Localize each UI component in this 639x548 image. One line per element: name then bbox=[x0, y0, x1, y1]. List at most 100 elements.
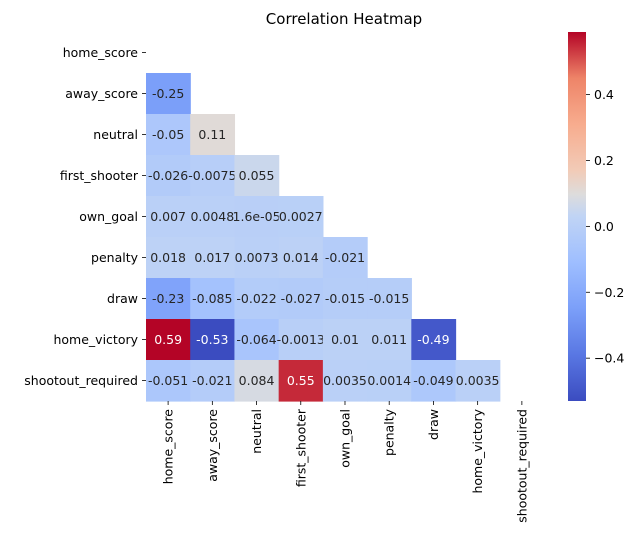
heatmap-cell-rect bbox=[367, 360, 412, 402]
heatmap-cell-rect bbox=[146, 155, 191, 197]
heatmap-cell-label: 0.0027 bbox=[279, 209, 323, 224]
x-tick-label: first_shooter bbox=[293, 408, 308, 487]
heatmap-cell-rect bbox=[278, 319, 324, 361]
heatmap-cell-rect bbox=[234, 155, 280, 197]
heatmap-cell-rect bbox=[190, 114, 236, 156]
heatmap-cell-rect bbox=[146, 73, 191, 115]
heatmap-cell: -0.022 bbox=[234, 278, 280, 320]
heatmap-cell-label: 0.0014 bbox=[367, 373, 411, 388]
heatmap-cell-rect bbox=[411, 360, 457, 402]
heatmap-cell-rect bbox=[234, 196, 280, 238]
heatmap-cell-rect bbox=[146, 114, 191, 156]
heatmap-cell-label: -0.027 bbox=[281, 291, 321, 306]
colorbar-tick-label: −0.4 bbox=[594, 351, 624, 366]
heatmap-cell-rect bbox=[190, 278, 236, 320]
x-axis-tick-labels: home_score away_score neutral first_shooter… bbox=[161, 401, 529, 523]
heatmap-cell-label: -0.49 bbox=[417, 332, 449, 347]
heatmap-cell-label: 0.014 bbox=[283, 250, 319, 265]
x-tick-label: draw bbox=[426, 409, 441, 440]
heatmap-cell-rect bbox=[190, 196, 236, 238]
heatmap-cell-label: -0.021 bbox=[192, 373, 232, 388]
heatmap-cell: 0.018 bbox=[146, 237, 191, 279]
heatmap-cell: -0.085 bbox=[190, 278, 236, 320]
colorbar bbox=[568, 32, 586, 401]
y-tick-label: home_score bbox=[63, 45, 139, 60]
heatmap-cell-rect bbox=[146, 360, 191, 402]
heatmap-cell-label: -0.085 bbox=[192, 291, 232, 306]
heatmap-cell: -0.53 bbox=[190, 319, 236, 361]
heatmap-cell: 0.0027 bbox=[278, 196, 324, 238]
heatmap-cell-label: 1.6e-05 bbox=[233, 209, 281, 224]
heatmap-cell-label: -0.021 bbox=[325, 250, 365, 265]
heatmap-cell-rect bbox=[322, 278, 368, 320]
colorbar-ticks: −0.4 −0.2 0.0 0.2 0.4 bbox=[586, 87, 624, 366]
x-tick-label: own_goal bbox=[337, 409, 352, 468]
heatmap-cell-rect bbox=[411, 319, 457, 361]
heatmap-cell-label: -0.049 bbox=[413, 373, 453, 388]
heatmap-cell: 0.0035 bbox=[322, 360, 368, 402]
heatmap-cell-rect bbox=[234, 360, 280, 402]
heatmap-cell-label: 0.011 bbox=[371, 332, 407, 347]
heatmap-cell: -0.015 bbox=[322, 278, 368, 320]
heatmap-cell-label: 0.084 bbox=[239, 373, 275, 388]
heatmap-cell: 0.11 bbox=[190, 114, 236, 156]
heatmap-cell: 0.0035 bbox=[455, 360, 501, 402]
heatmap-cell-rect bbox=[322, 360, 368, 402]
heatmap-cell: 0.017 bbox=[190, 237, 236, 279]
heatmap-cell-rect bbox=[322, 237, 368, 279]
x-tick-label: neutral bbox=[249, 409, 264, 454]
heatmap-cell-label: -0.23 bbox=[152, 291, 184, 306]
heatmap-cell-rect bbox=[322, 319, 368, 361]
heatmap-cell-rect bbox=[190, 360, 236, 402]
heatmap-cell: 0.014 bbox=[278, 237, 324, 279]
colorbar-tick-label: −0.2 bbox=[594, 285, 624, 300]
heatmap-cell-label: -0.064 bbox=[236, 332, 276, 347]
heatmap-cell-rect bbox=[234, 278, 280, 320]
heatmap-cell-label: -0.0013 bbox=[277, 332, 325, 347]
heatmap-cell-label: 0.11 bbox=[198, 127, 226, 142]
heatmap-cell-rect bbox=[190, 319, 236, 361]
heatmap-cell-rect bbox=[146, 278, 191, 320]
x-tick-label: home_score bbox=[161, 409, 176, 485]
heatmap-cell-rect bbox=[455, 360, 501, 402]
heatmap-cell-label: 0.017 bbox=[194, 250, 230, 265]
y-tick-label: shootout_required bbox=[24, 373, 138, 388]
heatmap-cell: 0.055 bbox=[234, 155, 280, 197]
heatmap-cell-label: -0.0075 bbox=[188, 168, 236, 183]
heatmap-cell-rect bbox=[278, 360, 324, 402]
heatmap-cell-rect bbox=[278, 196, 324, 238]
heatmap-cell-rect bbox=[190, 155, 236, 197]
heatmap-cell: -0.064 bbox=[234, 319, 280, 361]
heatmap-cell: 0.01 bbox=[322, 319, 368, 361]
heatmap-cell-rect bbox=[278, 278, 324, 320]
heatmap-cell-rect bbox=[234, 237, 280, 279]
heatmap-cell-label: -0.015 bbox=[325, 291, 365, 306]
heatmap-cell: 0.0048 bbox=[190, 196, 236, 238]
heatmap-cell: -0.021 bbox=[322, 237, 368, 279]
heatmap-cell-label: 0.007 bbox=[150, 209, 186, 224]
heatmap-cells: -0.25 -0.05 0.11 -0.026 -0.0075 0.055 0.007 0.0… bbox=[146, 73, 501, 402]
heatmap-cell-rect bbox=[367, 278, 412, 320]
heatmap-cell-label: 0.01 bbox=[331, 332, 359, 347]
heatmap-cell-label: 0.55 bbox=[287, 373, 315, 388]
heatmap-cell-rect bbox=[146, 196, 191, 238]
heatmap-cell-rect bbox=[146, 237, 191, 279]
heatmap-cell-label: -0.05 bbox=[152, 127, 184, 142]
heatmap-cell: 0.007 bbox=[146, 196, 191, 238]
colorbar-tick-label: 0.4 bbox=[594, 87, 614, 102]
heatmap-cell-rect bbox=[190, 237, 236, 279]
y-tick-label: draw bbox=[107, 291, 138, 306]
heatmap-cell-label: 0.018 bbox=[150, 250, 186, 265]
heatmap-cell: 1.6e-05 bbox=[233, 196, 281, 238]
heatmap-cell: -0.25 bbox=[146, 73, 191, 115]
y-tick-label: first_shooter bbox=[60, 168, 139, 183]
heatmap-cell-rect bbox=[367, 319, 412, 361]
heatmap-cell: -0.021 bbox=[190, 360, 236, 402]
heatmap-cell-label: 0.59 bbox=[154, 332, 182, 347]
y-tick-label: neutral bbox=[93, 127, 138, 142]
x-tick-label: penalty bbox=[382, 408, 397, 456]
heatmap-cell: -0.027 bbox=[278, 278, 324, 320]
colorbar-tick-label: 0.0 bbox=[594, 219, 614, 234]
heatmap-cell-label: -0.015 bbox=[369, 291, 409, 306]
